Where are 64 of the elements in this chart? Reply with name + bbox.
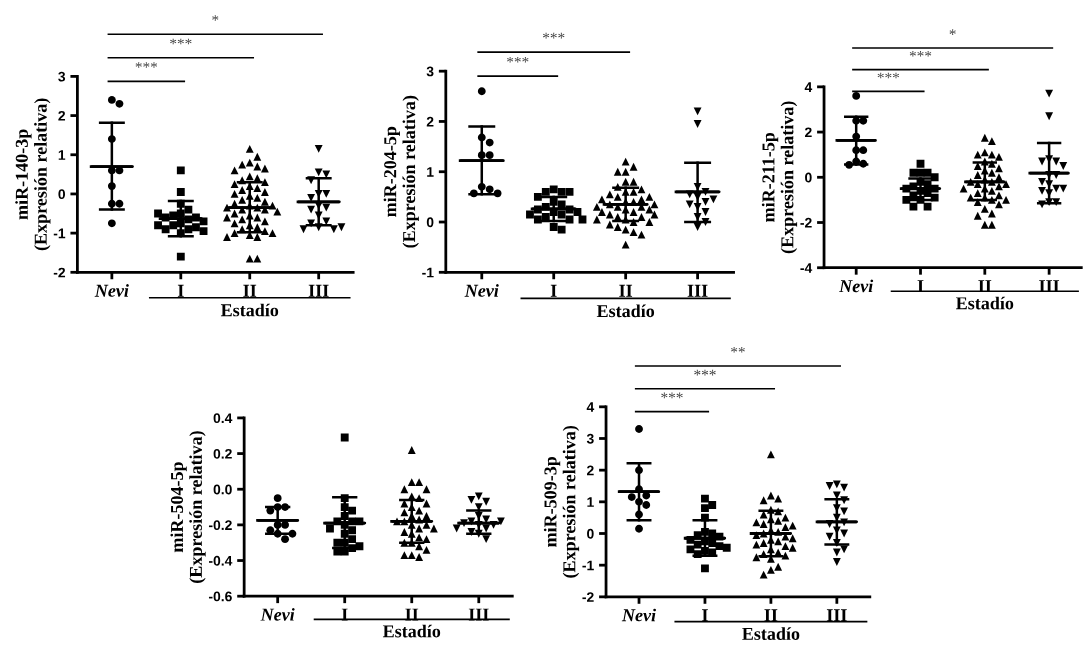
y-tick-label: 1 [427, 167, 434, 177]
x-tick-label: I [177, 284, 184, 297]
y-tick-label: 0 [58, 189, 66, 200]
y-tick-label: 3 [58, 71, 66, 82]
x-tick-label: III [308, 284, 329, 297]
y-tick-label: -1 [422, 267, 434, 278]
x-tick-label: II [764, 609, 778, 622]
y-tick-label: 0.4 [213, 413, 233, 424]
x-tick-label: I [702, 609, 708, 622]
y-tick-label: 0.2 [213, 448, 232, 459]
y-tick-label: 4 [586, 402, 595, 412]
text: *** [694, 369, 716, 376]
x-axis-title: Estadío [742, 627, 800, 640]
x-axis-title: Estadío [596, 304, 655, 318]
y-tick-label: -1 [582, 560, 594, 571]
y-tick-label: 2 [58, 110, 66, 121]
text: * [212, 15, 219, 21]
y-tick-label: -0.4 [208, 555, 233, 566]
text: * [949, 29, 956, 35]
x-tick-label: Nevi [464, 284, 499, 297]
y-tick-label: -2 [582, 592, 594, 602]
text: *** [661, 392, 683, 399]
y-tick-label: -0.6 [208, 591, 232, 602]
x-tick-label: Nevi [260, 607, 295, 621]
y-tick-label: 2 [804, 127, 812, 138]
y-tick-label: 0 [587, 528, 594, 539]
text: *** [909, 50, 932, 57]
text: *** [877, 72, 900, 79]
x-tick-label: Nevi [94, 284, 129, 297]
y-axis-title: miR-204-5p (Expresión relativa) [383, 95, 419, 248]
y-tick-label: 4 [804, 82, 813, 92]
y-tick-label: 3 [586, 433, 594, 444]
y-tick-label: -0.2 [208, 520, 232, 531]
x-tick-label: II [243, 284, 257, 297]
y-tick-label: -2 [800, 217, 812, 228]
y-tick-label: 2 [586, 465, 594, 476]
text: *** [170, 38, 192, 45]
x-axis-title: Estadío [382, 624, 441, 638]
x-tick-label: II [619, 284, 633, 297]
text: *** [135, 62, 158, 68]
y-axis-title: miR-504-5p (Expresión relativa) [170, 431, 206, 583]
y-axis-title: miR-140-3p (Expresión relativa) [15, 98, 51, 251]
y-tick-label: 2 [426, 116, 434, 127]
x-tick-label: III [826, 609, 847, 622]
y-tick-label: -4 [800, 263, 813, 273]
y-tick-label: 1 [587, 497, 594, 507]
y-axis-title: miR-509-3p (Expresión relativa) [543, 425, 580, 578]
x-tick-label: Nevi [838, 279, 874, 293]
x-axis-title: Estadío [220, 303, 279, 317]
y-tick-label: 3 [426, 66, 434, 77]
x-tick-label: I [550, 284, 557, 297]
x-axis-title: Estadío [956, 296, 1014, 310]
y-tick-label: -2 [53, 267, 66, 278]
y-tick-label: 0 [426, 217, 434, 228]
text: *** [543, 32, 565, 39]
y-tick-label: -1 [53, 228, 66, 239]
y-tick-label: 0.0 [213, 484, 232, 495]
y-tick-label: 1 [58, 150, 66, 160]
text: *** [507, 56, 529, 63]
x-tick-label: Nevi [621, 608, 656, 622]
y-axis-title: miR-211-5p (Expresión relativa) [761, 101, 798, 254]
text: ** [731, 347, 745, 353]
y-tick-label: 0 [805, 172, 812, 183]
x-tick-label: III [687, 284, 708, 297]
